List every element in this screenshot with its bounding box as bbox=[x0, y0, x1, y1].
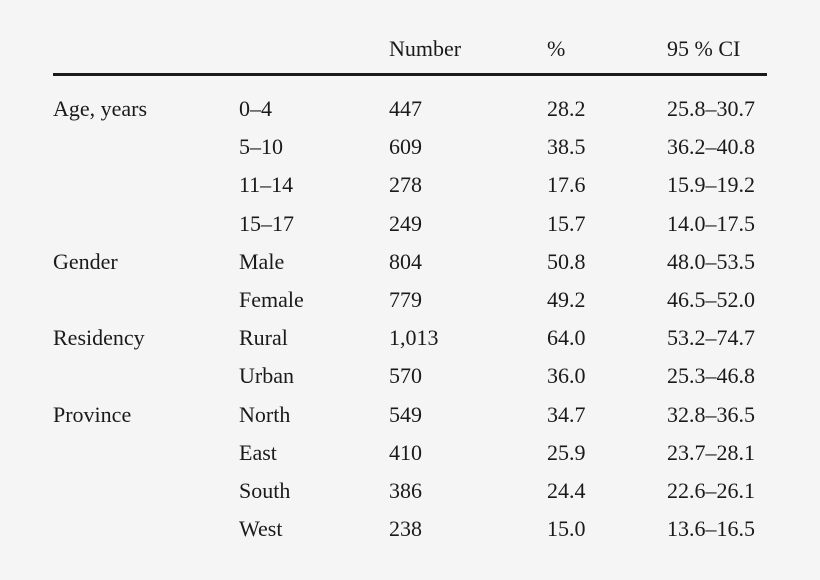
header-number: Number bbox=[389, 36, 547, 76]
table-row: West 238 15.0 13.6–16.5 bbox=[53, 510, 767, 548]
header-ci: 95 % CI bbox=[667, 36, 767, 76]
cell-ci: 23.7–28.1 bbox=[667, 439, 755, 465]
cell-subgroup: South bbox=[239, 477, 291, 503]
table-row: East 410 25.9 23.7–28.1 bbox=[53, 434, 767, 472]
cell-subgroup: Urban bbox=[239, 363, 294, 389]
header-group bbox=[53, 36, 239, 76]
cell-number: 410 bbox=[389, 439, 422, 465]
cell-number: 609 bbox=[389, 134, 422, 160]
cell-number: 238 bbox=[389, 516, 422, 542]
cell-group bbox=[53, 166, 239, 204]
cell-subgroup: Female bbox=[239, 287, 304, 313]
cell-percent: 50.8 bbox=[547, 248, 586, 274]
table-header: Number % 95 % CI bbox=[53, 36, 767, 76]
cell-number: 278 bbox=[389, 172, 422, 198]
cell-group bbox=[53, 128, 239, 166]
cell-percent: 17.6 bbox=[547, 172, 586, 198]
cell-percent: 49.2 bbox=[547, 287, 586, 313]
cell-group bbox=[53, 472, 239, 510]
cell-subgroup: Male bbox=[239, 248, 285, 274]
cell-group bbox=[53, 434, 239, 472]
cell-group: Gender bbox=[53, 248, 118, 274]
cell-subgroup: Rural bbox=[239, 325, 288, 351]
table-row: Province North 549 34.7 32.8–36.5 bbox=[53, 396, 767, 434]
cell-number: 779 bbox=[389, 287, 422, 313]
cell-percent: 38.5 bbox=[547, 134, 586, 160]
header-subgroup bbox=[239, 36, 389, 76]
cell-percent: 36.0 bbox=[547, 363, 586, 389]
cell-number: 249 bbox=[389, 210, 422, 236]
cell-subgroup: 0–4 bbox=[239, 96, 272, 122]
cell-group bbox=[53, 510, 239, 548]
cell-subgroup: 15–17 bbox=[239, 210, 294, 236]
cell-subgroup: North bbox=[239, 401, 291, 427]
cell-ci: 48.0–53.5 bbox=[667, 248, 755, 274]
cell-percent: 34.7 bbox=[547, 401, 586, 427]
cell-group bbox=[53, 281, 239, 319]
cell-group bbox=[53, 205, 239, 243]
cell-number: 549 bbox=[389, 401, 422, 427]
table-row: South 386 24.4 22.6–26.1 bbox=[53, 472, 767, 510]
cell-percent: 24.4 bbox=[547, 477, 586, 503]
cell-number: 804 bbox=[389, 248, 422, 274]
cell-subgroup: West bbox=[239, 516, 283, 542]
cell-ci: 32.8–36.5 bbox=[667, 401, 755, 427]
cell-subgroup: 11–14 bbox=[239, 172, 294, 198]
cell-number: 1,013 bbox=[389, 325, 439, 351]
table-row: Residency Rural 1,013 64.0 53.2–74.7 bbox=[53, 319, 767, 357]
cell-group bbox=[53, 357, 239, 395]
table-row: Female 779 49.2 46.5–52.0 bbox=[53, 281, 767, 319]
table-row: 15–17 249 15.7 14.0–17.5 bbox=[53, 205, 767, 243]
cell-subgroup: East bbox=[239, 439, 277, 465]
cell-ci: 14.0–17.5 bbox=[667, 210, 755, 236]
table-body: Age, years 0–4 447 28.2 25.8–30.7 5–10 6… bbox=[53, 75, 767, 549]
cell-percent: 15.7 bbox=[547, 210, 586, 236]
cell-group: Residency bbox=[53, 325, 145, 351]
cell-ci: 13.6–16.5 bbox=[667, 516, 755, 542]
table-row: Urban 570 36.0 25.3–46.8 bbox=[53, 357, 767, 395]
cell-percent: 15.0 bbox=[547, 516, 586, 542]
cell-ci: 25.8–30.7 bbox=[667, 96, 755, 122]
table-row: Gender Male 804 50.8 48.0–53.5 bbox=[53, 243, 767, 281]
table-row: Age, years 0–4 447 28.2 25.8–30.7 bbox=[53, 75, 767, 129]
cell-group: Province bbox=[53, 401, 132, 427]
table-row: 11–14 278 17.6 15.9–19.2 bbox=[53, 166, 767, 204]
table-row: 5–10 609 38.5 36.2–40.8 bbox=[53, 128, 767, 166]
cell-ci: 22.6–26.1 bbox=[667, 477, 755, 503]
cell-percent: 28.2 bbox=[547, 96, 586, 122]
cell-percent: 25.9 bbox=[547, 439, 586, 465]
cell-ci: 46.5–52.0 bbox=[667, 287, 755, 313]
demographics-table: Number % 95 % CI Age, years 0–4 447 28.2… bbox=[53, 36, 767, 548]
cell-ci: 25.3–46.8 bbox=[667, 363, 755, 389]
cell-ci: 36.2–40.8 bbox=[667, 134, 755, 160]
cell-number: 570 bbox=[389, 363, 422, 389]
header-percent: % bbox=[547, 36, 667, 76]
cell-ci: 15.9–19.2 bbox=[667, 172, 755, 198]
header-row: Number % 95 % CI bbox=[53, 36, 767, 76]
cell-number: 386 bbox=[389, 477, 422, 503]
cell-group: Age, years bbox=[53, 96, 148, 122]
cell-number: 447 bbox=[389, 96, 422, 122]
cell-percent: 64.0 bbox=[547, 325, 586, 351]
cell-subgroup: 5–10 bbox=[239, 134, 283, 160]
cell-ci: 53.2–74.7 bbox=[667, 325, 755, 351]
